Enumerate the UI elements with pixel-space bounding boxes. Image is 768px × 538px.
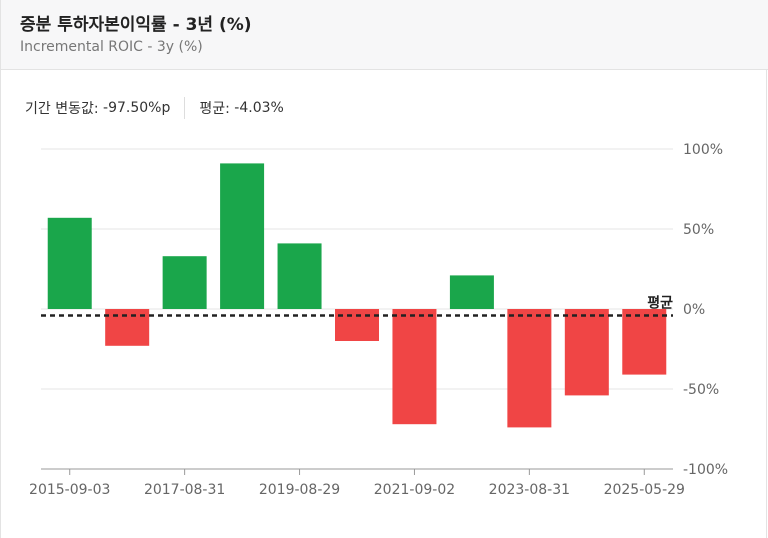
- x-tick-label: 2017-08-31: [144, 482, 225, 498]
- change-value: -97.50%p: [103, 100, 171, 116]
- bar: [507, 309, 552, 428]
- x-tick-label: 2023-08-31: [489, 482, 570, 498]
- stats-row: 기간 변동값: -97.50%p 평균: -4.03%: [25, 97, 284, 119]
- average-value: -4.03%: [234, 100, 284, 116]
- bar: [162, 256, 207, 309]
- bar: [335, 309, 379, 341]
- x-tick-label: 2025-05-29: [604, 482, 685, 498]
- card-header: 증분 투하자본이익률 - 3년 (%) Incremental ROIC - 3…: [1, 0, 768, 70]
- bar: [392, 309, 437, 425]
- bar: [220, 163, 265, 309]
- y-tick-label: -50%: [683, 382, 719, 398]
- stats-divider: [184, 97, 186, 119]
- chart-title: 증분 투하자본이익률 - 3년 (%): [20, 15, 252, 35]
- bar: [449, 275, 494, 309]
- x-tick-label: 2019-08-29: [259, 482, 340, 498]
- change-label: 기간 변동값:: [25, 101, 99, 117]
- y-tick-label: -100%: [683, 462, 728, 478]
- bar: [622, 309, 667, 375]
- bar: [47, 217, 92, 309]
- bar: [564, 309, 609, 396]
- chart-subtitle: Incremental ROIC - 3y (%): [20, 39, 203, 55]
- y-tick-label: 100%: [683, 142, 723, 158]
- x-tick-label: 2021-09-02: [374, 482, 455, 498]
- y-tick-label: 50%: [683, 222, 714, 238]
- x-tick-label: 2015-09-03: [29, 482, 110, 498]
- y-tick-label: 0%: [683, 302, 705, 318]
- average-label: 평균:: [199, 101, 230, 117]
- average-line-label: 평균: [647, 294, 673, 311]
- bar: [277, 243, 322, 309]
